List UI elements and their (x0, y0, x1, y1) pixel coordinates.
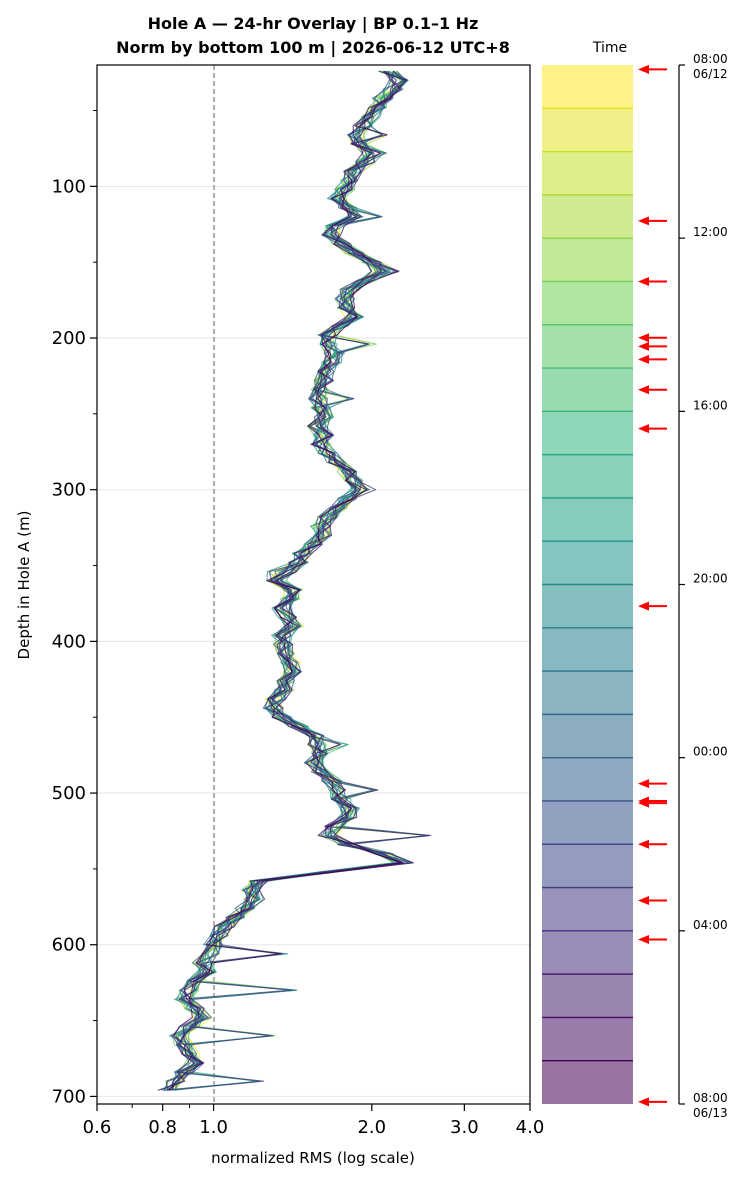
y-tick-label: 500 (52, 783, 86, 804)
time-tick-label: 08:00 (693, 1091, 728, 1105)
event-marker-head (638, 216, 649, 226)
profile-series (168, 70, 407, 1091)
colorbar-segment (542, 151, 633, 195)
colorbar-title: Time (592, 40, 627, 56)
profile-series (166, 70, 412, 1091)
x-tick-label: 3.0 (450, 1117, 479, 1138)
event-marker-head (638, 798, 649, 808)
profile-series (168, 70, 429, 1091)
event-marker-head (638, 839, 649, 849)
profile-series (165, 70, 404, 1091)
event-marker-head (638, 333, 649, 343)
time-tick-label: 08:00 (693, 52, 728, 66)
time-tick-label: 04:00 (693, 918, 728, 932)
profile-series (162, 70, 406, 1091)
colorbar-segment (542, 1017, 633, 1061)
colorbar-segment (542, 411, 633, 455)
profile-series (166, 70, 428, 1091)
time-tick-label: 12:00 (693, 225, 728, 239)
y-axis-label: Depth in Hole A (m) (15, 511, 33, 660)
plot-frame (96, 64, 531, 1105)
colorbar-segment (542, 887, 633, 931)
profile-series (165, 70, 409, 1091)
y-gridlines (97, 185, 530, 1097)
colorbar-segment (542, 1060, 633, 1104)
x-axis: 0.6 0.8 1.0 2.0 3.0 4.0 (83, 1104, 545, 1138)
event-marker-head (638, 934, 649, 944)
y-axis: 100 200 300 400 500 600 700 (52, 110, 97, 1107)
x-tick-label: 1.0 (199, 1117, 228, 1138)
profile-series (163, 70, 405, 1091)
y-tick-label: 400 (52, 631, 86, 652)
y-tick-label: 700 (52, 1086, 86, 1107)
x-tick-label: 4.0 (516, 1117, 545, 1138)
colorbar-segment (542, 844, 633, 888)
event-marker-head (638, 341, 649, 351)
x-tick-label: 0.6 (83, 1117, 112, 1138)
time-tick-label: 16:00 (693, 398, 728, 412)
colorbar-segment (542, 541, 633, 585)
x-tick-label: 0.8 (148, 1117, 177, 1138)
colorbar-segments (542, 65, 633, 1104)
profile-series (167, 71, 404, 1091)
colorbar-segment (542, 194, 633, 239)
event-marker-head (638, 1097, 649, 1107)
time-axis: 08:0006/1212:0016:0020:0000:0004:0008:00… (679, 52, 728, 1120)
profile-series (160, 70, 410, 1091)
chart-title-line-2: Norm by bottom 100 m | 2026-06-12 UTC+8 (116, 38, 510, 58)
profile-series (170, 70, 406, 1091)
y-tick-label: 100 (52, 176, 86, 197)
event-marker-head (638, 64, 649, 74)
event-marker-head (638, 779, 649, 789)
time-tick-label: 00:00 (693, 745, 728, 759)
y-tick-label: 600 (52, 935, 86, 956)
event-marker-head (638, 276, 649, 286)
profile-series (170, 70, 408, 1091)
colorbar-segment (542, 627, 633, 672)
colorbar-segment (542, 324, 633, 369)
colorbar-segment (542, 800, 633, 845)
colorbar-segment (542, 281, 633, 325)
time-tick-label: 20:00 (693, 572, 728, 586)
profile-series (164, 70, 428, 1091)
colorbar-segment (542, 108, 633, 152)
colorbar-segment (542, 671, 633, 715)
date-tick-label: 06/13 (693, 1106, 728, 1120)
colorbar-segment (542, 238, 633, 282)
colorbar-segment (542, 974, 633, 1018)
y-tick-label: 200 (52, 328, 86, 349)
main-plot: 100 200 300 400 500 600 700 0.6 0.8 1.0 2.0 3.0 4.0… (15, 64, 545, 1167)
chart-title-line-1: Hole A — 24-hr Overlay | BP 0.1–1 Hz (148, 14, 479, 34)
x-tick-label: 2.0 (357, 1117, 386, 1138)
event-marker-head (638, 601, 649, 611)
x-axis-label: normalized RMS (log scale) (211, 1149, 415, 1167)
time-colorbar: Time 08:0006/1212:0016:0020:0000:0004:00… (542, 40, 728, 1120)
colorbar-segment (542, 757, 633, 801)
profile-series (171, 70, 412, 1091)
profile-lines (157, 70, 432, 1091)
colorbar-segment (542, 497, 633, 542)
profile-series (163, 70, 413, 1091)
colorbar-segment (542, 584, 633, 628)
event-marker-head (638, 896, 649, 906)
colorbar-segment (542, 368, 633, 412)
event-marker-head (638, 385, 649, 395)
event-marker-head (638, 354, 649, 364)
event-markers (638, 64, 667, 1107)
profile-series (157, 70, 405, 1091)
date-tick-label: 06/12 (693, 67, 728, 81)
event-marker-head (638, 424, 649, 434)
colorbar-segment (542, 454, 633, 498)
profile-series (171, 70, 431, 1091)
colorbar-segment (542, 65, 633, 109)
colorbar-segment (542, 930, 633, 975)
colorbar-segment (542, 714, 633, 758)
y-tick-label: 300 (52, 480, 86, 501)
